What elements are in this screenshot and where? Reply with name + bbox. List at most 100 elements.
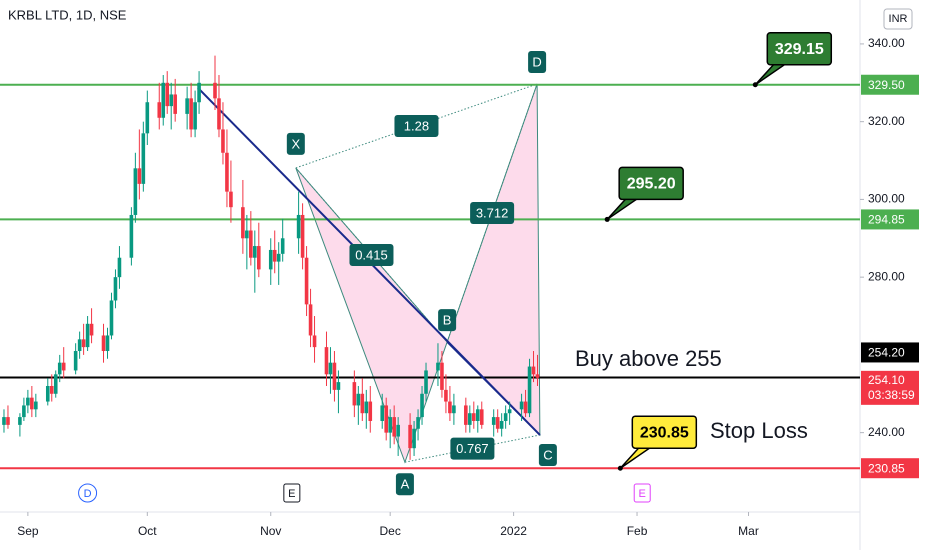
candle-body: [157, 102, 162, 118]
candle-body: [133, 168, 138, 215]
candle-body: [2, 417, 6, 425]
candle-body: [6, 417, 10, 425]
candle-body: [221, 129, 225, 153]
ratio-box: [470, 202, 515, 225]
candle-body: [312, 335, 317, 348]
candle-body: [169, 94, 174, 107]
candle-body: [109, 300, 114, 336]
ratio-text: 1.28: [404, 118, 429, 133]
currency-box[interactable]: [883, 8, 913, 30]
callout-anchor: [604, 216, 610, 222]
y-tick-label: 280.00: [868, 269, 905, 283]
pattern-dotted: [295, 83, 538, 169]
x-tick-label: Nov: [260, 524, 281, 538]
currency[interactable]: INR: [889, 13, 908, 25]
candle-body: [527, 366, 532, 414]
candle-body: [213, 82, 217, 99]
ratio-box: [394, 114, 439, 137]
candle-body: [137, 168, 142, 184]
candle-body: [475, 409, 480, 421]
y-tick-label: 240.00: [868, 425, 905, 439]
candle-body: [368, 401, 373, 421]
candle-body: [49, 385, 54, 394]
candle-body: [491, 417, 496, 425]
event-label: E: [639, 488, 646, 500]
ratio-label: 0.415: [349, 244, 394, 266]
candle-body: [45, 385, 50, 402]
candle-body: [380, 405, 385, 421]
last-price-box: [861, 370, 919, 405]
candle-body: [173, 94, 177, 114]
ratio-label: 0.767: [450, 437, 495, 460]
candle-body: [296, 214, 301, 239]
candle-body: [113, 277, 118, 301]
point-label: D: [532, 54, 541, 69]
candle-body: [272, 249, 277, 262]
candle-body: [471, 413, 476, 421]
event-marker: [283, 483, 301, 503]
candle-body: [531, 366, 536, 375]
callout-text: 295.20: [627, 176, 676, 193]
countdown: 03:38:59: [868, 388, 915, 402]
candle-body: [444, 389, 448, 402]
candle-body: [53, 374, 58, 394]
x-tick-label: Oct: [138, 524, 157, 538]
price-label: 294.85: [868, 213, 905, 227]
candle-body: [26, 397, 30, 406]
callout-box: [631, 415, 698, 449]
candle-body: [436, 362, 440, 371]
candle-body: [424, 370, 428, 394]
candle-body: [225, 152, 229, 192]
candle-body: [117, 257, 122, 278]
price-label-box: [861, 342, 919, 363]
point-label: B: [443, 313, 452, 328]
price-label: 329.50: [868, 78, 905, 92]
candle-body: [448, 401, 452, 414]
candle-body: [145, 102, 150, 134]
price-label-box: [861, 209, 919, 230]
candle-body: [360, 393, 365, 414]
point-box: [528, 50, 547, 73]
ratio-box: [450, 437, 495, 460]
point-box: [395, 473, 414, 496]
candle-body: [161, 82, 166, 118]
candle-body: [101, 335, 106, 352]
candle-body: [217, 98, 221, 130]
candle-body: [388, 417, 392, 433]
candle-body: [30, 397, 34, 410]
callout-text: 230.85: [640, 424, 689, 441]
candle-body: [384, 405, 389, 433]
point-label: A: [401, 477, 410, 492]
callout-anchor: [752, 82, 758, 88]
candle-body: [81, 339, 86, 348]
candle-body: [308, 304, 313, 336]
candle-body: [280, 238, 285, 254]
x-tick-label: Sep: [17, 524, 39, 538]
candle-body: [420, 393, 424, 418]
x-tick-label: Mar: [738, 524, 759, 538]
candle-body: [185, 98, 189, 114]
candle-body: [336, 382, 341, 390]
price-label: 230.85: [868, 461, 905, 475]
candle-body: [249, 230, 253, 258]
price-label: 254.20: [868, 346, 905, 360]
candle-body: [356, 393, 361, 406]
callout-text: 329.15: [775, 41, 824, 58]
candle-body: [416, 417, 420, 429]
candle-body: [85, 323, 90, 348]
chart-title: KRBL LTD, 1D, NSE: [8, 7, 127, 22]
price-label-box: [861, 458, 919, 479]
candle-body: [452, 405, 456, 414]
candle-body: [519, 401, 524, 410]
candle-body: [507, 409, 512, 414]
candle-body: [495, 417, 500, 429]
ratio-box: [349, 244, 394, 266]
candle-body: [352, 382, 357, 406]
event-marker: [78, 483, 98, 503]
candle-body: [141, 133, 146, 184]
candle-body: [276, 253, 281, 262]
callout-box: [766, 31, 833, 66]
candle-body: [408, 424, 412, 449]
event-marker: [633, 483, 651, 503]
